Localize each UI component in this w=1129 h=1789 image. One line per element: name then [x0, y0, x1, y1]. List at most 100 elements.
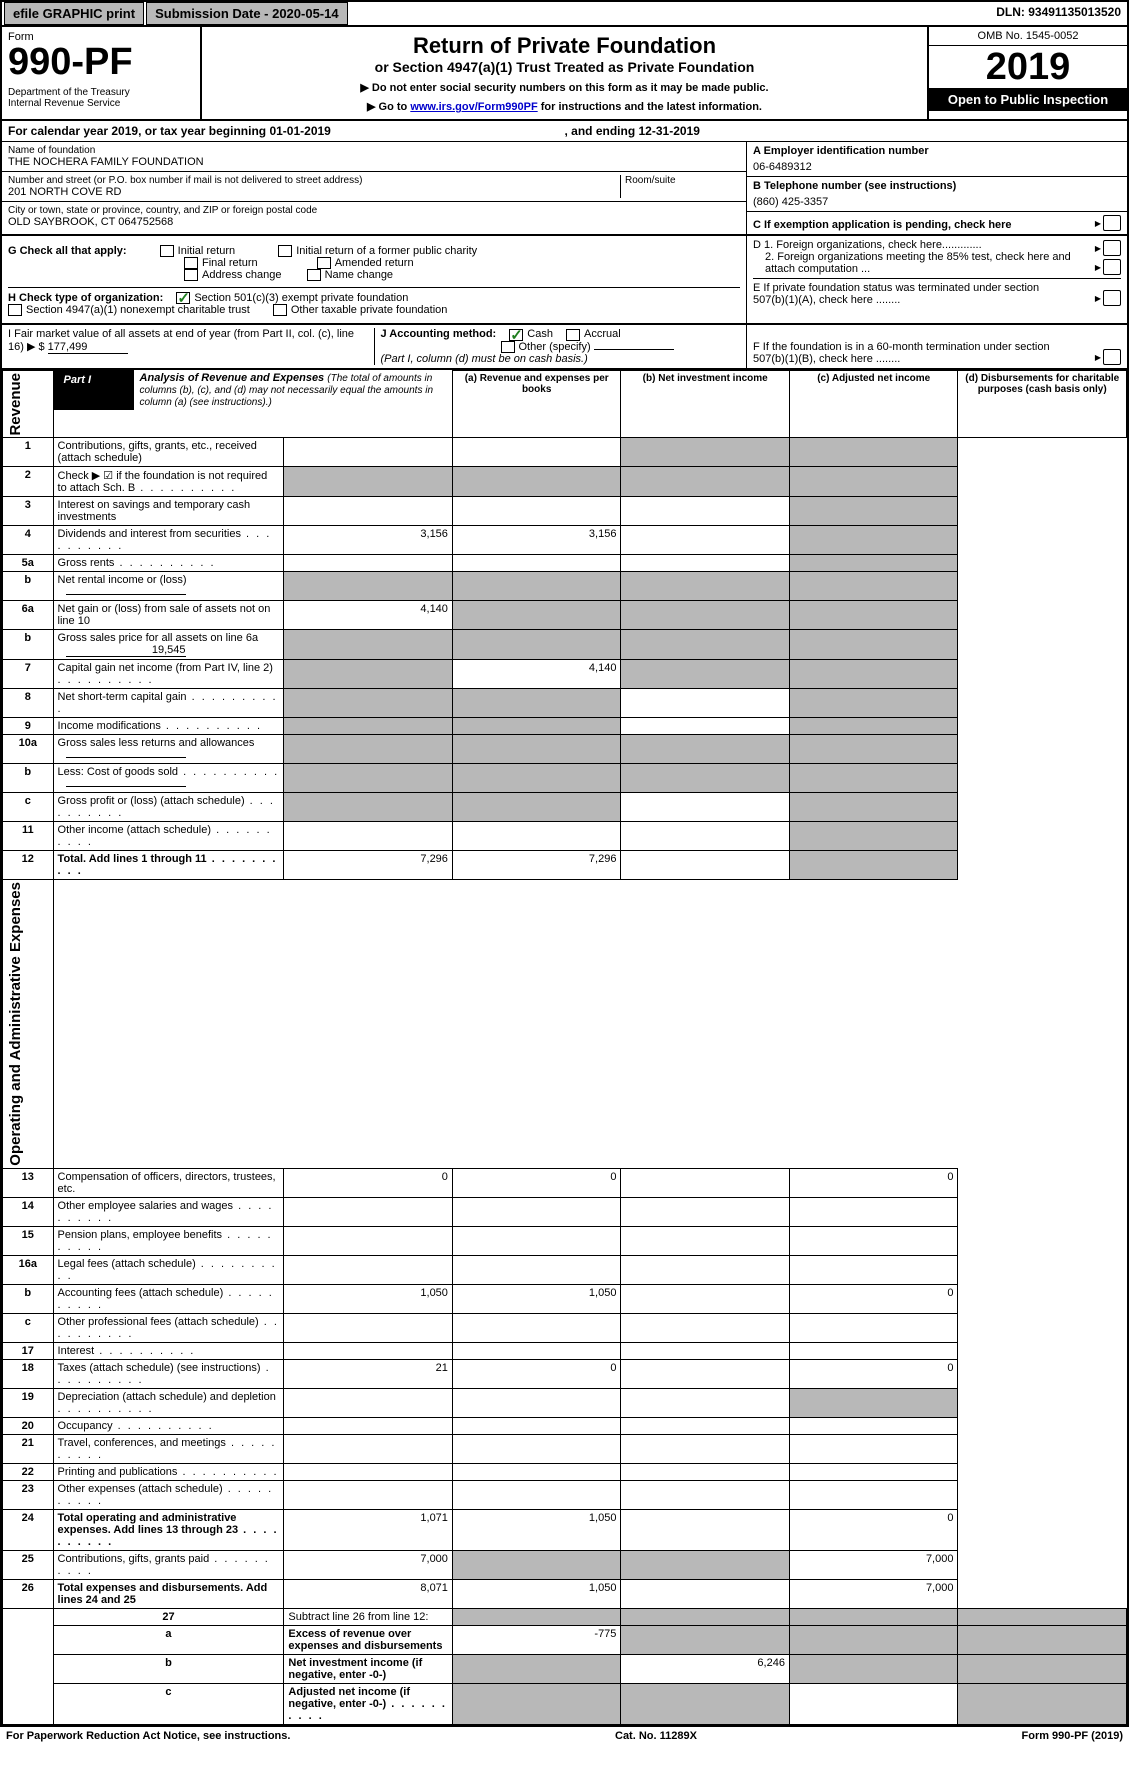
col-a-value — [284, 1417, 453, 1434]
col-a-value: 3,156 — [284, 526, 453, 555]
d1-checkbox[interactable] — [1103, 240, 1121, 256]
d2-checkbox[interactable] — [1103, 259, 1121, 275]
f-checkbox[interactable] — [1103, 349, 1121, 365]
irs-link[interactable]: www.irs.gov/Form990PF — [410, 101, 537, 113]
col-d-value — [789, 793, 958, 822]
col-d-value: 0 — [789, 1359, 958, 1388]
col-b-value — [452, 1342, 621, 1359]
h-row: H Check type of organization: Section 50… — [8, 288, 740, 320]
col-d-value — [789, 526, 958, 555]
line-number: a — [53, 1625, 284, 1654]
col-b-value — [452, 497, 621, 526]
header-left: Form 990-PF Department of the Treasury I… — [2, 27, 202, 119]
col-c-value — [621, 1579, 790, 1608]
col-a-value: 7,000 — [284, 1550, 453, 1579]
g-name-change-checkbox[interactable] — [307, 269, 321, 281]
col-c-value — [621, 572, 790, 601]
col-d-value — [789, 555, 958, 572]
form-number: 990-PF — [8, 43, 194, 81]
col-a-value — [452, 1608, 621, 1625]
efile-print-btn[interactable]: efile GRAPHIC print — [4, 2, 144, 25]
h-label: H Check type of organization: — [8, 292, 163, 304]
h-4947-checkbox[interactable] — [8, 304, 22, 316]
h-501c3-checkbox[interactable] — [176, 292, 190, 304]
table-row: 12Total. Add lines 1 through 117,2967,29… — [3, 851, 1127, 880]
line-desc: Capital gain net income (from Part IV, l… — [53, 660, 284, 689]
table-row: 18Taxes (attach schedule) (see instructi… — [3, 1359, 1127, 1388]
g-initial-former-checkbox[interactable] — [278, 245, 292, 257]
col-b-value — [452, 1480, 621, 1509]
line-number: 4 — [3, 526, 54, 555]
dept-treasury: Department of the Treasury Internal Reve… — [8, 87, 194, 109]
instr2-post: for instructions and the latest informat… — [538, 101, 762, 113]
i-block: I Fair market value of all assets at end… — [8, 328, 375, 364]
footer-left: For Paperwork Reduction Act Notice, see … — [6, 1730, 290, 1742]
g-final-return-checkbox[interactable] — [184, 257, 198, 269]
f-label: F If the foundation is in a 60-month ter… — [753, 341, 1073, 365]
table-row: 1Contributions, gifts, grants, etc., rec… — [3, 438, 1127, 467]
col-b-value — [452, 572, 621, 601]
col-a-header: (a) Revenue and expenses per books — [452, 370, 621, 438]
col-b-value: 0 — [452, 1168, 621, 1197]
col-c-value — [621, 718, 790, 735]
line-number: 8 — [3, 689, 54, 718]
part1-hdr: Part I Analysis of Revenue and Expenses … — [54, 370, 452, 410]
g-amended-checkbox[interactable] — [317, 257, 331, 269]
table-row: 6aNet gain or (loss) from sale of assets… — [3, 601, 1127, 630]
col-b-value — [452, 1313, 621, 1342]
col-c-value — [621, 764, 790, 793]
line-desc: Gross sales price for all assets on line… — [53, 630, 284, 660]
line-number: b — [3, 1284, 54, 1313]
col-a-value — [284, 1197, 453, 1226]
e-label: E If private foundation status was termi… — [753, 282, 1073, 306]
entity-right: A Employer identification number 06-6489… — [747, 142, 1127, 234]
col-b-value — [452, 735, 621, 764]
table-row: 5aGross rents — [3, 555, 1127, 572]
part1-title-cell: Analysis of Revenue and Expenses (The to… — [134, 370, 452, 410]
c-checkbox[interactable] — [1103, 215, 1121, 231]
g-address-change-checkbox[interactable] — [184, 269, 198, 281]
j-cash: Cash — [527, 328, 553, 340]
col-b-value: 6,246 — [621, 1654, 790, 1683]
submission-date-btn[interactable]: Submission Date - 2020-05-14 — [146, 2, 348, 25]
j-label: J Accounting method: — [381, 328, 497, 340]
line-desc: Printing and publications — [53, 1463, 284, 1480]
phone-value: (860) 425-3357 — [753, 196, 1121, 208]
table-row: aExcess of revenue over expenses and dis… — [3, 1625, 1127, 1654]
table-row: bLess: Cost of goods sold — [3, 764, 1127, 793]
j-cash-checkbox[interactable] — [509, 329, 523, 341]
col-b-value — [452, 1197, 621, 1226]
expenses-vertical-cell: Operating and Administrative Expenses — [3, 880, 54, 1169]
revenue-vertical-cell: Revenue — [3, 370, 54, 438]
h-opt2: Section 4947(a)(1) nonexempt charitable … — [26, 304, 250, 316]
line-number: c — [53, 1683, 284, 1724]
line-number: 3 — [3, 497, 54, 526]
col-a-value — [284, 1463, 453, 1480]
line-desc: Net gain or (loss) from sale of assets n… — [53, 601, 284, 630]
d-e-right: D 1. Foreign organizations, check here..… — [747, 236, 1127, 323]
col-d-value — [789, 1313, 958, 1342]
g-initial-return-checkbox[interactable] — [160, 245, 174, 257]
col-a-value — [284, 630, 453, 660]
line-number: b — [3, 630, 54, 660]
calendar-year-row: For calendar year 2019, or tax year begi… — [2, 121, 1127, 142]
table-row: cAdjusted net income (if negative, enter… — [3, 1683, 1127, 1724]
line-desc: Gross sales less returns and allowances — [53, 735, 284, 764]
omb-number: OMB No. 1545-0052 — [929, 27, 1127, 46]
j-other-checkbox[interactable] — [501, 341, 515, 353]
line-desc: Total. Add lines 1 through 11 — [53, 851, 284, 880]
col-c-value — [621, 1226, 790, 1255]
footer-right: Form 990-PF (2019) — [1022, 1730, 1123, 1742]
col-a-value — [284, 1388, 453, 1417]
e-checkbox[interactable] — [1103, 290, 1121, 306]
j-accrual-checkbox[interactable] — [566, 329, 580, 341]
net-vertical-cell — [3, 1608, 54, 1724]
line-desc: Other income (attach schedule) — [53, 822, 284, 851]
col-a-value: 7,296 — [284, 851, 453, 880]
h-other-taxable-checkbox[interactable] — [273, 304, 287, 316]
table-row: bNet rental income or (loss) — [3, 572, 1127, 601]
table-row: 14Other employee salaries and wages — [3, 1197, 1127, 1226]
cal-pre: For calendar year 2019, or tax year begi… — [8, 124, 269, 138]
line-number: 22 — [3, 1463, 54, 1480]
efile-topbar: efile GRAPHIC print Submission Date - 20… — [2, 2, 1127, 27]
